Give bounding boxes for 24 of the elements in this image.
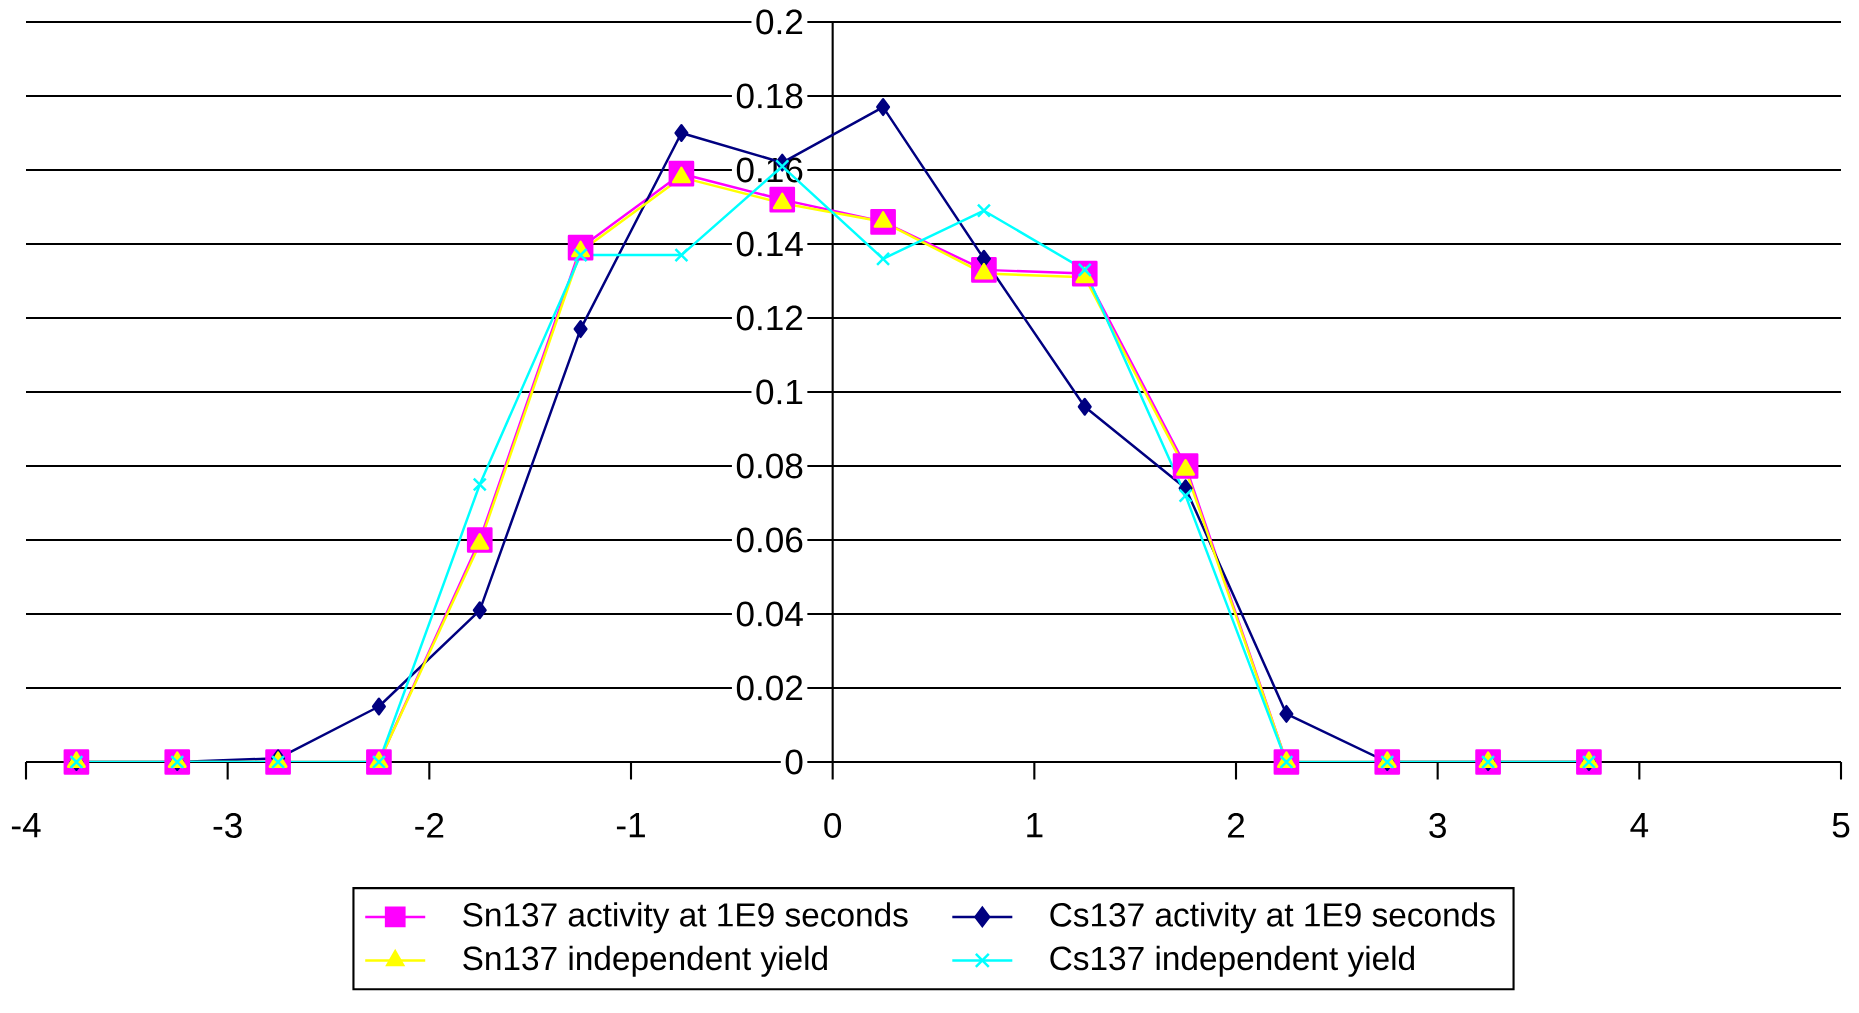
y-tick-label: 0.2 xyxy=(756,9,803,35)
y-tick-label: 0.12 xyxy=(736,305,803,331)
y-tick-label: 0.04 xyxy=(736,601,803,627)
x-tick-label: 2 xyxy=(1228,813,1245,838)
x-tick-label: -2 xyxy=(415,813,444,838)
legend-label: Cs137 independent yield xyxy=(1050,945,1414,977)
x-tick-label: 1 xyxy=(1027,813,1043,838)
y-tick-label: 0.06 xyxy=(736,527,803,553)
x-tick-label: 0 xyxy=(824,813,842,838)
x-tick-label: 5 xyxy=(1832,813,1850,838)
x-tick-label: -1 xyxy=(616,813,645,838)
y-tick-label: 0.14 xyxy=(736,231,803,257)
x-tick-label: -3 xyxy=(213,813,242,838)
y-tick-label: 0.18 xyxy=(736,83,803,109)
y-tick-label: 0.02 xyxy=(736,675,803,701)
y-tick-label: 0.1 xyxy=(756,379,803,405)
x-tick-label: -4 xyxy=(11,813,41,838)
y-tick-label: 0 xyxy=(785,749,803,775)
legend-label: Sn137 independent yield xyxy=(463,945,827,977)
legend-label: Sn137 activity at 1E9 seconds xyxy=(463,902,908,934)
y-tick-label: 0.08 xyxy=(736,453,803,479)
legend-label: Cs137 activity at 1E9 seconds xyxy=(1050,902,1495,934)
x-tick-label: 4 xyxy=(1630,813,1649,838)
x-tick-label: 3 xyxy=(1429,813,1446,838)
